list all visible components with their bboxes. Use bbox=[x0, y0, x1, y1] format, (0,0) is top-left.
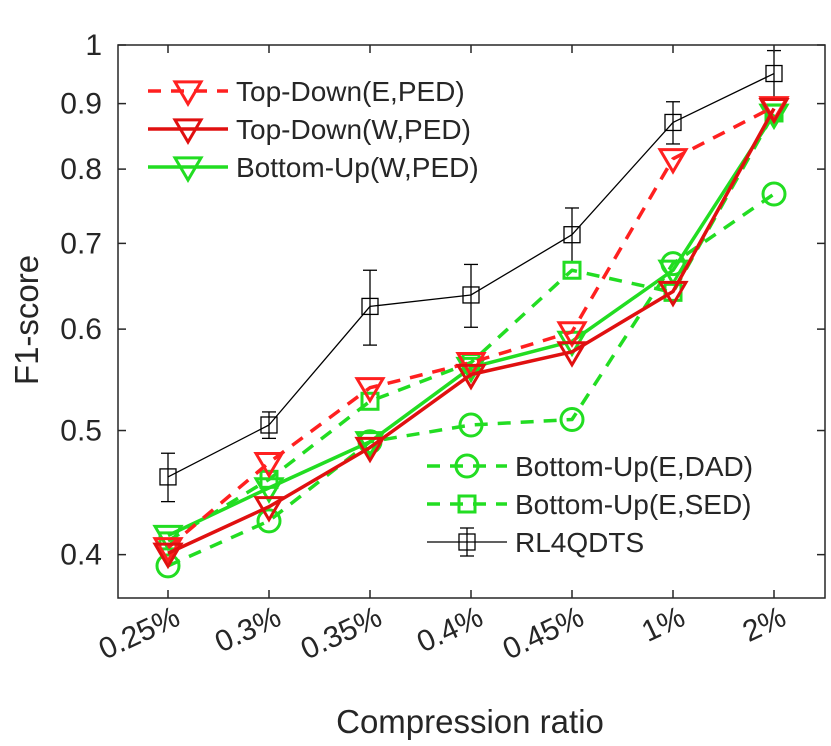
data-point bbox=[563, 226, 581, 244]
y-tick-label: 1 bbox=[85, 29, 102, 62]
legend-marker bbox=[172, 118, 204, 145]
x-axis-label: Compression ratio bbox=[336, 703, 604, 740]
series-line bbox=[167, 113, 776, 538]
legend-entry: Top-Down(W,PED) bbox=[148, 114, 471, 145]
legend-label: Top-Down(E,PED) bbox=[236, 76, 465, 107]
legend-label: Bottom-Up(E,DAD) bbox=[515, 451, 753, 482]
data-point bbox=[253, 451, 285, 479]
legend-entry: RL4QDTS bbox=[427, 527, 644, 558]
legend-label: Bottom-Up(E,SED) bbox=[515, 489, 752, 520]
y-tick-label: 0.9 bbox=[60, 88, 102, 121]
data-point bbox=[354, 377, 386, 404]
data-point bbox=[559, 407, 585, 433]
data-point bbox=[657, 259, 689, 287]
data-point bbox=[462, 286, 480, 304]
data-point bbox=[155, 553, 181, 579]
legend-entry: Top-Down(E,PED) bbox=[148, 76, 465, 107]
legend-label: RL4QDTS bbox=[515, 527, 644, 558]
legend-entry: Bottom-Up(E,SED) bbox=[427, 489, 752, 520]
data-point bbox=[657, 280, 689, 308]
legend-marker bbox=[172, 80, 204, 107]
data-point bbox=[758, 103, 790, 131]
data-point bbox=[765, 64, 783, 83]
legend-marker bbox=[454, 453, 480, 479]
series-layer bbox=[152, 49, 790, 579]
legend-marker bbox=[458, 533, 476, 551]
data-point bbox=[761, 181, 787, 207]
data-point bbox=[455, 363, 487, 391]
data-point bbox=[562, 260, 582, 280]
data-point bbox=[758, 97, 790, 125]
data-point bbox=[458, 412, 484, 438]
data-point bbox=[657, 148, 689, 175]
data-point bbox=[556, 341, 588, 368]
y-tick-label: 0.6 bbox=[60, 313, 102, 346]
series-line bbox=[167, 192, 775, 568]
data-point bbox=[253, 477, 285, 504]
y-tick-label: 0.8 bbox=[60, 153, 102, 186]
legend-layer: Top-Down(E,PED) Top-Down(W,PED) Bottom-Up(… bbox=[148, 76, 753, 558]
legend-entry: Bottom-Up(W,PED) bbox=[148, 152, 479, 183]
series-line bbox=[166, 105, 775, 550]
data-point bbox=[556, 321, 588, 348]
data-point bbox=[159, 468, 177, 486]
series-RL4QDTS bbox=[159, 49, 783, 503]
y-tick-label: 0.7 bbox=[60, 227, 102, 260]
series-Top-Down(W,PED) bbox=[152, 97, 790, 570]
data-point bbox=[253, 496, 285, 523]
data-point bbox=[360, 391, 380, 411]
data-point bbox=[260, 416, 278, 434]
legend-marker bbox=[172, 156, 204, 183]
data-point bbox=[354, 436, 386, 464]
legend-label: Bottom-Up(W,PED) bbox=[236, 152, 479, 183]
data-point bbox=[152, 542, 184, 570]
y-tick-label: 0.5 bbox=[60, 415, 102, 448]
y-tick-label: 0.4 bbox=[60, 539, 102, 572]
series-line bbox=[167, 107, 776, 555]
legend-entry: Bottom-Up(E,DAD) bbox=[427, 451, 753, 482]
legend-label: Top-Down(W,PED) bbox=[236, 114, 471, 145]
y-axis-label: F1-score bbox=[8, 255, 45, 385]
data-point bbox=[256, 508, 282, 534]
data-point bbox=[455, 356, 487, 384]
legend-marker bbox=[457, 494, 477, 514]
data-point bbox=[361, 297, 379, 316]
data-point bbox=[664, 113, 682, 132]
